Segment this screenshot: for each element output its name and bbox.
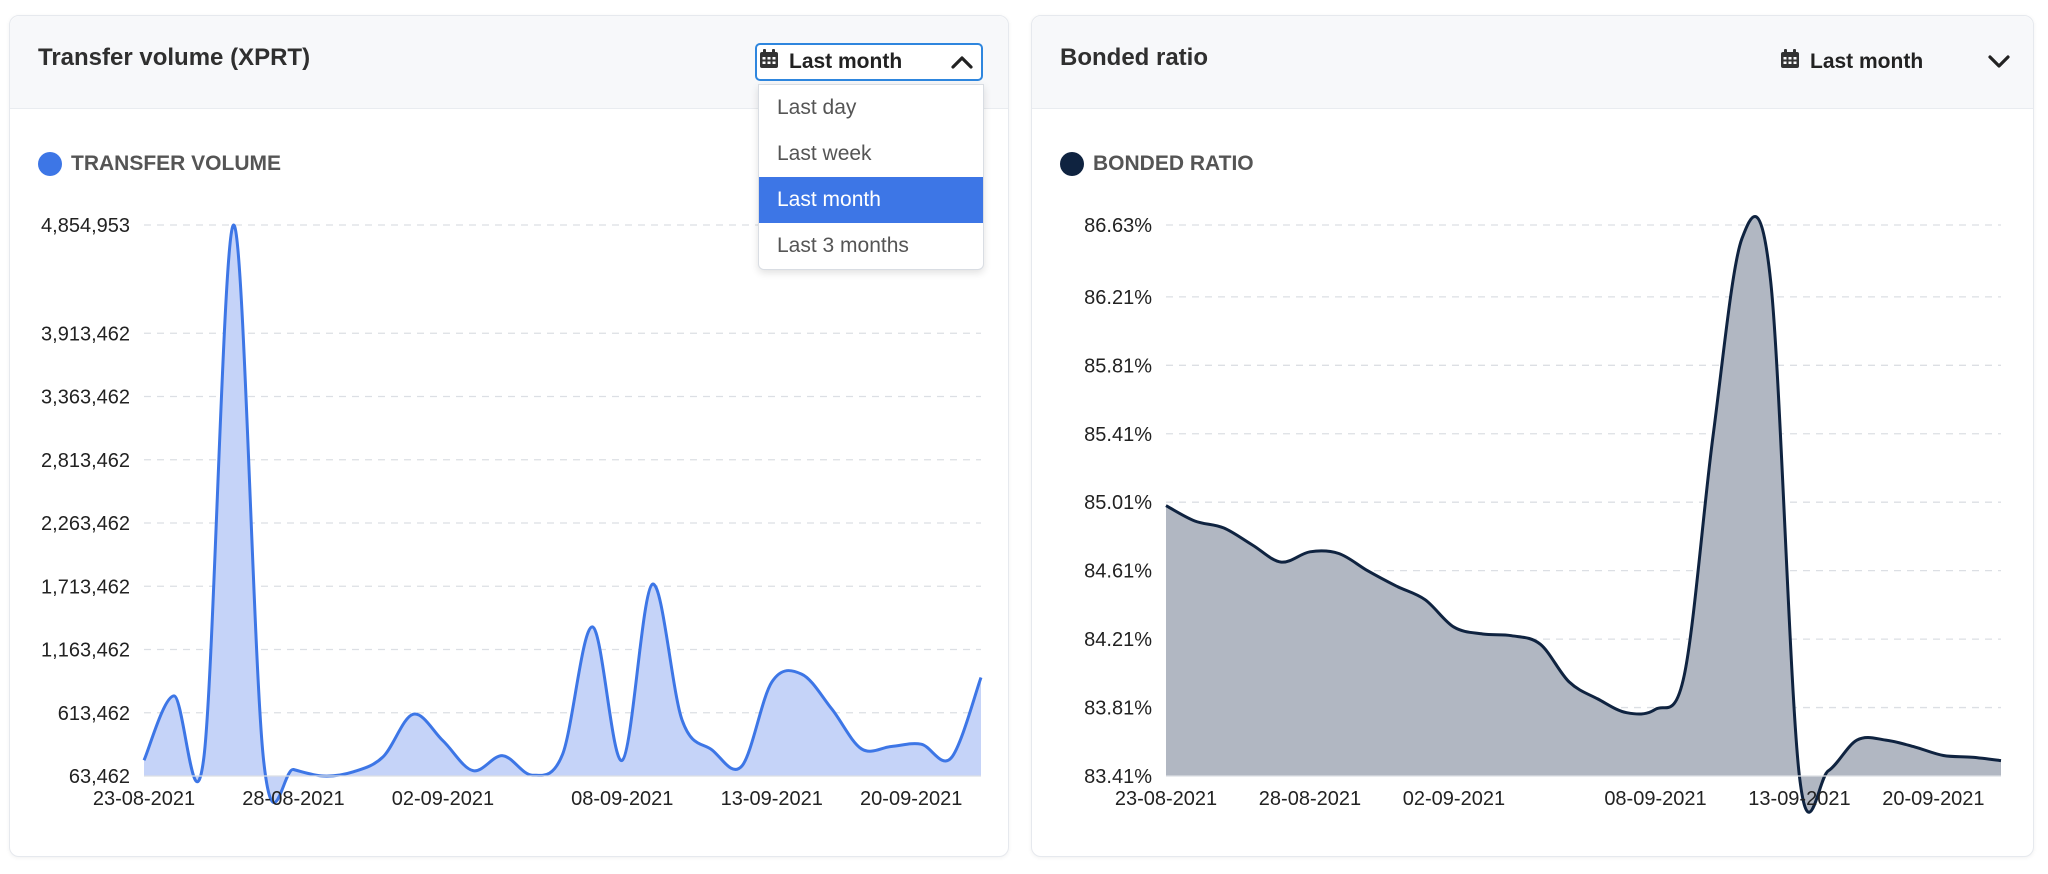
chart-legend: BONDED RATIO	[1060, 152, 1254, 176]
x-tick-label: 20-09-2021	[860, 788, 962, 810]
bonded-ratio-card: Bonded ratio Last month BONDED RATIO 83.…	[1031, 15, 2034, 857]
transfer-volume-chart: 63,462 613,462 1,163,462 1,713,462 2,263,462…	[41, 215, 983, 810]
range-select-button[interactable]: Last month	[1780, 43, 2010, 81]
legend-label: BONDED RATIO	[1093, 152, 1254, 175]
range-dropdown: Last day Last week Last month Last 3 mon…	[758, 84, 984, 270]
x-tick-label: 13-09-2021	[721, 788, 823, 810]
legend-dot	[38, 152, 62, 176]
range-label: Last month	[1810, 50, 1924, 73]
chevron-down-icon	[1988, 55, 2010, 69]
card-title: Bonded ratio	[1060, 44, 1208, 71]
series-area	[144, 224, 981, 803]
chart-legend: TRANSFER VOLUME	[38, 152, 281, 176]
y-tick-label: 2,263,462	[41, 513, 130, 535]
series-line	[1165, 215, 2002, 814]
x-tick-label: 02-09-2021	[1403, 788, 1505, 810]
card-header: Bonded ratio Last month	[1032, 16, 2033, 109]
x-tick-label: 28-08-2021	[242, 788, 344, 810]
chevron-up-icon	[951, 55, 973, 69]
y-tick-label: 2,813,462	[41, 450, 130, 472]
y-tick-label: 63,462	[69, 766, 130, 788]
y-tick-label: 85.41%	[1084, 424, 1152, 446]
x-tick-label: 13-09-2021	[1748, 788, 1850, 810]
x-tick-label: 08-09-2021	[1604, 788, 1706, 810]
y-tick-label: 613,462	[58, 703, 130, 725]
range-label: Last month	[789, 50, 903, 73]
card-header: Transfer volume (XPRT) Last month	[10, 16, 1008, 109]
x-tick-label: 20-09-2021	[1882, 788, 1984, 810]
x-tick-label: 08-09-2021	[571, 788, 673, 810]
y-tick-label: 84.61%	[1084, 561, 1152, 583]
legend-dot	[1060, 152, 1084, 176]
y-tick-label: 1,713,462	[41, 576, 130, 598]
option-last-week[interactable]: Last week	[777, 142, 872, 165]
y-tick-label: 85.81%	[1084, 355, 1152, 377]
y-tick-label: 3,363,462	[41, 387, 130, 409]
x-tick-label: 28-08-2021	[1259, 788, 1361, 810]
option-last-day[interactable]: Last day	[777, 96, 857, 119]
y-tick-label: 85.01%	[1084, 492, 1152, 514]
y-tick-label: 1,163,462	[41, 640, 130, 662]
legend-label: TRANSFER VOLUME	[71, 152, 281, 175]
y-tick-label: 84.21%	[1084, 629, 1152, 651]
series-area	[1166, 216, 2001, 813]
calendar-icon	[759, 49, 779, 75]
bonded-ratio-chart: 83.41% 83.81% 84.21% 84.61% 85.01% 85.41% 85.8…	[1084, 215, 2002, 814]
option-last-3-months[interactable]: Last 3 months	[777, 234, 909, 257]
x-tick-label: 23-08-2021	[93, 788, 195, 810]
y-tick-label: 86.21%	[1084, 287, 1152, 309]
option-last-month[interactable]: Last month	[759, 177, 983, 223]
y-tick-label: 4,854,953	[41, 215, 130, 237]
range-select-button[interactable]: Last month	[755, 43, 983, 81]
x-tick-label: 23-08-2021	[1115, 788, 1217, 810]
y-tick-label: 86.63%	[1084, 215, 1152, 237]
calendar-icon	[1780, 49, 1800, 75]
y-tick-label: 3,913,462	[41, 323, 130, 345]
card-title: Transfer volume (XPRT)	[38, 44, 311, 71]
x-tick-label: 02-09-2021	[392, 788, 494, 810]
y-tick-label: 83.41%	[1084, 766, 1152, 788]
y-tick-label: 83.81%	[1084, 698, 1152, 720]
transfer-volume-card: Transfer volume (XPRT) Last month Last d…	[9, 15, 1009, 857]
series-line	[142, 223, 983, 805]
